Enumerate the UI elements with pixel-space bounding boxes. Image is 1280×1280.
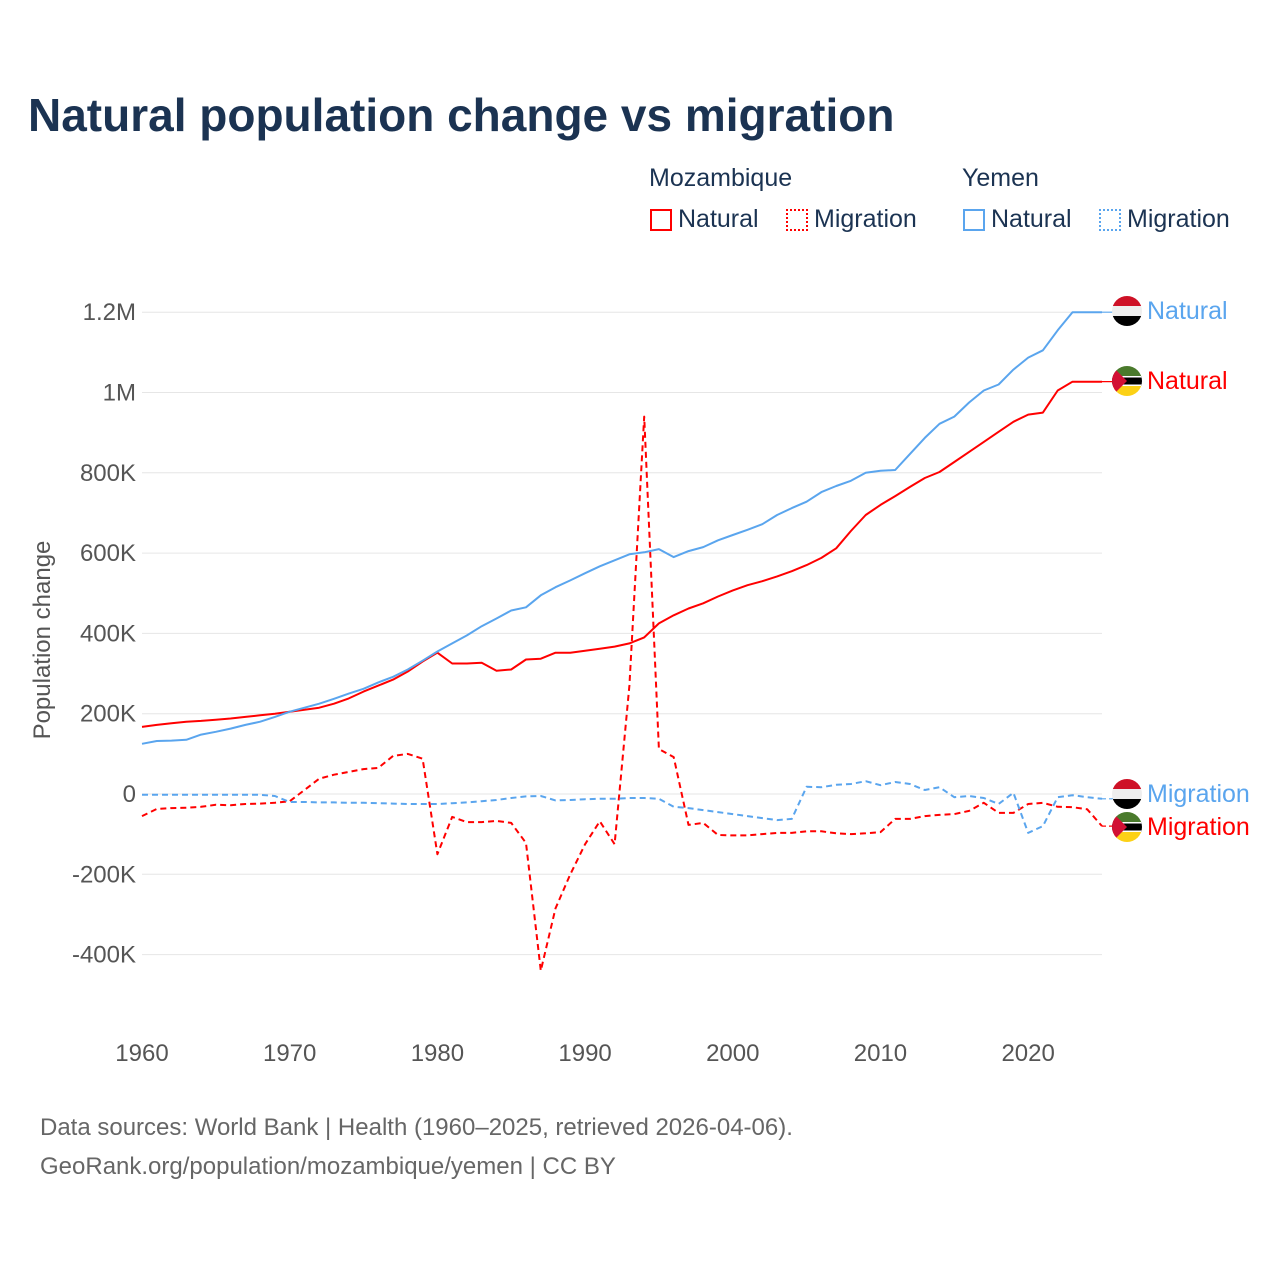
- source-line-2[interactable]: GeoRank.org/population/mozambique/yemen …: [40, 1153, 616, 1180]
- chart-title: Natural population change vs migration: [28, 89, 895, 141]
- legend-item-mozambique-natural[interactable]: Natural: [650, 205, 759, 234]
- y-tick-label: 1.2M: [83, 299, 136, 326]
- flag-mozambique-icon: [1112, 812, 1142, 842]
- series-line-mozambique-natural: [141, 380, 1102, 728]
- source-line-1: Data sources: World Bank | Health (1960–…: [40, 1114, 793, 1141]
- source-note: Data sources: World Bank | Health (1960–…: [40, 1108, 793, 1186]
- flag-mozambique-icon: [1112, 366, 1142, 396]
- y-tick-label: 0: [123, 781, 136, 808]
- legend-label: Natural: [678, 205, 759, 233]
- end-label: Natural: [1147, 367, 1228, 395]
- legend-item-yemen-natural[interactable]: Natural: [963, 205, 1072, 234]
- x-tick-label: 1970: [263, 1040, 316, 1067]
- series-line-yemen-natural: [141, 311, 1102, 745]
- end-label: Migration: [1147, 780, 1250, 808]
- series-line-mozambique-migration: [141, 415, 1103, 972]
- legend-swatch-solid: [963, 208, 985, 231]
- y-tick-label: 200K: [80, 701, 136, 728]
- legend-item-yemen-migration[interactable]: Migration: [1099, 205, 1230, 234]
- y-tick-label: 800K: [80, 460, 136, 487]
- series-line-yemen-migration: [142, 780, 1103, 834]
- x-tick-label: 2000: [706, 1040, 759, 1067]
- legend-group-yemen: Yemen: [962, 164, 1039, 192]
- x-tick-label: 1990: [558, 1040, 611, 1067]
- legend-label: Migration: [814, 205, 917, 233]
- legend-label: Migration: [1127, 205, 1230, 233]
- legend-item-mozambique-migration[interactable]: Migration: [786, 205, 917, 234]
- flag-yemen-icon: [1112, 779, 1142, 809]
- x-tick-label: 2020: [1001, 1040, 1054, 1067]
- y-tick-label: 1M: [103, 380, 136, 407]
- y-tick-label: -400K: [72, 942, 136, 969]
- y-axis-label: Population change: [29, 541, 56, 740]
- legend-label: Natural: [991, 205, 1072, 233]
- y-tick-label: -200K: [72, 861, 136, 888]
- end-label: Migration: [1147, 813, 1250, 841]
- legend-swatch-solid: [650, 208, 672, 231]
- legend-swatch-dotted: [786, 208, 808, 231]
- x-tick-label: 2010: [854, 1040, 907, 1067]
- legend-group-mozambique: Mozambique: [649, 164, 793, 192]
- legend-swatch-dotted: [1099, 208, 1121, 231]
- x-tick-label: 1960: [115, 1040, 168, 1067]
- end-label: Natural: [1147, 297, 1228, 325]
- y-tick-label: 600K: [80, 540, 136, 567]
- flag-yemen-icon: [1112, 296, 1142, 326]
- x-tick-label: 1980: [411, 1040, 464, 1067]
- y-tick-label: 400K: [80, 620, 136, 647]
